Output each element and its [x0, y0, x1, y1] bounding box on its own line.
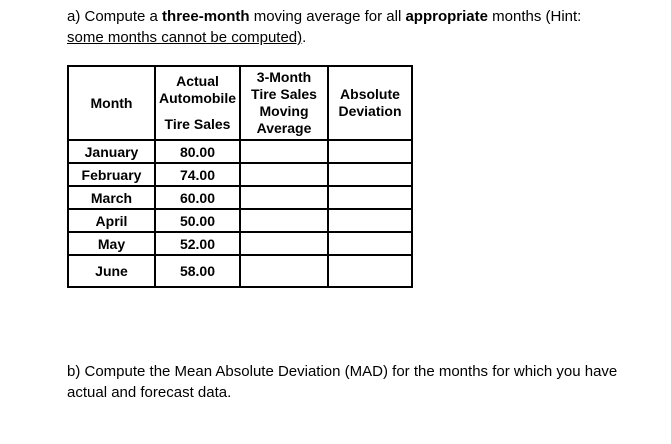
table-row-march: March 60.00 — [67, 185, 413, 210]
column-header-label: 3-Month — [256, 69, 312, 85]
cell-moving-average — [239, 208, 329, 233]
question-a-line1: a) Compute a three-month moving average … — [67, 6, 647, 27]
cell-actual-sales: 58.00 — [154, 254, 241, 288]
cell-absolute-deviation — [327, 254, 413, 288]
cell-actual-sales: 80.00 — [154, 139, 241, 164]
cell-absolute-deviation — [327, 231, 413, 256]
table-row-january: January 80.00 — [67, 139, 413, 164]
question-a-text: moving average for all — [249, 8, 406, 25]
cell-moving-average — [239, 254, 329, 288]
column-header-label: Automobile — [159, 90, 236, 106]
column-header-label: Average — [256, 120, 312, 136]
question-a: a) Compute a three-month moving average … — [67, 6, 647, 48]
cell-actual-sales: 52.00 — [154, 231, 241, 256]
cell-month: May — [67, 231, 156, 256]
column-header-moving-average: 3-Month Tire Sales Moving Average — [239, 65, 329, 141]
question-a-bold-three-month: three-month — [162, 8, 250, 25]
column-header-absolute-deviation: Absolute Deviation — [327, 65, 413, 141]
cell-moving-average — [239, 139, 329, 164]
column-header-label: Moving — [259, 103, 309, 119]
question-a-text: months (Hint: — [487, 8, 582, 25]
table-row-february: February 74.00 — [67, 162, 413, 187]
table-row-may: May 52.00 — [67, 231, 413, 256]
cell-month: April — [67, 208, 156, 233]
question-b-line1: b) Compute the Mean Absolute Deviation (… — [67, 363, 618, 380]
cell-moving-average — [239, 231, 329, 256]
tire-sales-table: Month Actual Automobile Tire Sales 3-Mon… — [67, 65, 413, 288]
column-header-actual-tire-sales: Actual Automobile Tire Sales — [154, 65, 241, 141]
cell-actual-sales: 60.00 — [154, 185, 241, 210]
cell-moving-average — [239, 162, 329, 187]
table-row-june: June 58.00 — [67, 254, 413, 288]
column-header-label: Absolute — [340, 86, 400, 102]
column-header-label: Actual — [176, 73, 219, 89]
cell-moving-average — [239, 185, 329, 210]
cell-absolute-deviation — [327, 208, 413, 233]
cell-actual-sales: 74.00 — [154, 162, 241, 187]
cell-month: June — [67, 254, 156, 288]
cell-actual-sales: 50.00 — [154, 208, 241, 233]
table-row-april: April 50.00 — [67, 208, 413, 233]
table-header-row: Month Actual Automobile Tire Sales 3-Mon… — [67, 65, 413, 141]
question-a-text: . — [302, 29, 307, 46]
column-header-label: Tire Sales — [251, 86, 317, 102]
column-header-label: Month — [90, 94, 133, 111]
cell-absolute-deviation — [327, 162, 413, 187]
question-b-line2: actual and forecast data. — [67, 384, 232, 401]
cell-month: January — [67, 139, 156, 164]
column-header-label: Deviation — [338, 103, 402, 119]
column-header-label: Tire Sales — [164, 116, 231, 132]
question-a-text: a) Compute a — [67, 8, 163, 25]
cell-month: February — [67, 162, 156, 187]
cell-absolute-deviation — [327, 185, 413, 210]
question-a-bold-appropriate: appropriate — [405, 8, 488, 25]
cell-month: March — [67, 185, 156, 210]
column-header-month: Month — [67, 65, 156, 141]
question-b: b) Compute the Mean Absolute Deviation (… — [67, 361, 662, 403]
question-a-underlined-hint: some months cannot be computed) — [67, 29, 303, 46]
cell-absolute-deviation — [327, 139, 413, 164]
question-a-line2: some months cannot be computed). — [67, 27, 647, 48]
